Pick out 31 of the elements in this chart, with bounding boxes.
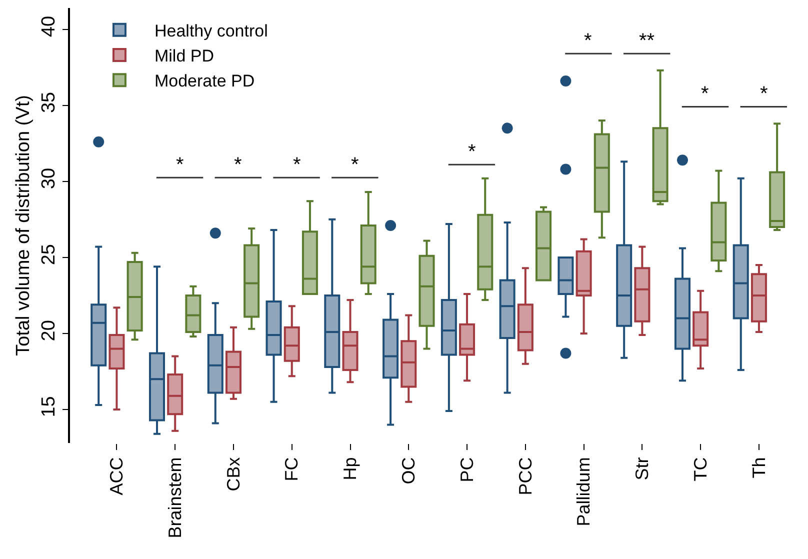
x-tick-label: Brainstem xyxy=(164,457,185,538)
x-tick-label: TC xyxy=(690,457,710,482)
annotation: * xyxy=(293,154,301,176)
legend-label: Mild PD xyxy=(154,46,214,66)
annotation: * xyxy=(701,83,709,105)
y-tick-label: 25 xyxy=(38,244,60,266)
x-tick-label: Th xyxy=(748,457,769,478)
y-tick-label: 30 xyxy=(38,168,60,190)
annotation: * xyxy=(760,83,768,105)
annotation: * xyxy=(584,30,592,52)
x-tick-label: PC xyxy=(456,457,477,482)
legend-label: Healthy control xyxy=(154,22,268,41)
x-tick-label: FC xyxy=(282,457,302,482)
annotation: * xyxy=(234,154,242,176)
y-tick-label: 35 xyxy=(38,92,60,114)
x-tick-label: PCC xyxy=(515,457,536,496)
x-tick-label: OC xyxy=(398,457,418,484)
y-tick-label: 15 xyxy=(38,396,60,418)
x-tick-label: CBx xyxy=(223,457,244,492)
y-tick-label: 40 xyxy=(38,16,60,38)
annotation: * xyxy=(468,141,476,163)
y-axis-title: Total volume of distribution (Vt) xyxy=(13,95,34,356)
y-tick-label: 20 xyxy=(38,320,60,342)
x-tick-label: Str xyxy=(632,457,652,480)
annotation: * xyxy=(176,154,184,176)
x-tick-label: ACC xyxy=(106,457,127,496)
legend-label: Moderate PD xyxy=(154,72,255,91)
annotation: ** xyxy=(639,30,655,52)
x-tick-label: Pallidum xyxy=(574,457,594,526)
annotation: * xyxy=(351,154,359,176)
x-tick-label: Hp xyxy=(340,457,360,480)
